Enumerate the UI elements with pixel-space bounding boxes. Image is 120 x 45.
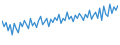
line bbox=[2, 4, 118, 35]
chart-svg bbox=[0, 0, 120, 45]
plot-area bbox=[2, 4, 118, 35]
chart bbox=[0, 0, 120, 45]
